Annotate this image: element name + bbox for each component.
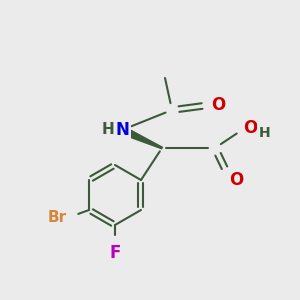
Polygon shape xyxy=(120,126,162,149)
Text: H: H xyxy=(102,122,114,137)
Text: O: O xyxy=(243,119,257,137)
Text: H: H xyxy=(259,126,271,140)
Text: O: O xyxy=(229,171,243,189)
Text: Br: Br xyxy=(47,211,67,226)
Text: N: N xyxy=(115,121,129,139)
Text: F: F xyxy=(109,244,121,262)
Text: O: O xyxy=(211,96,225,114)
